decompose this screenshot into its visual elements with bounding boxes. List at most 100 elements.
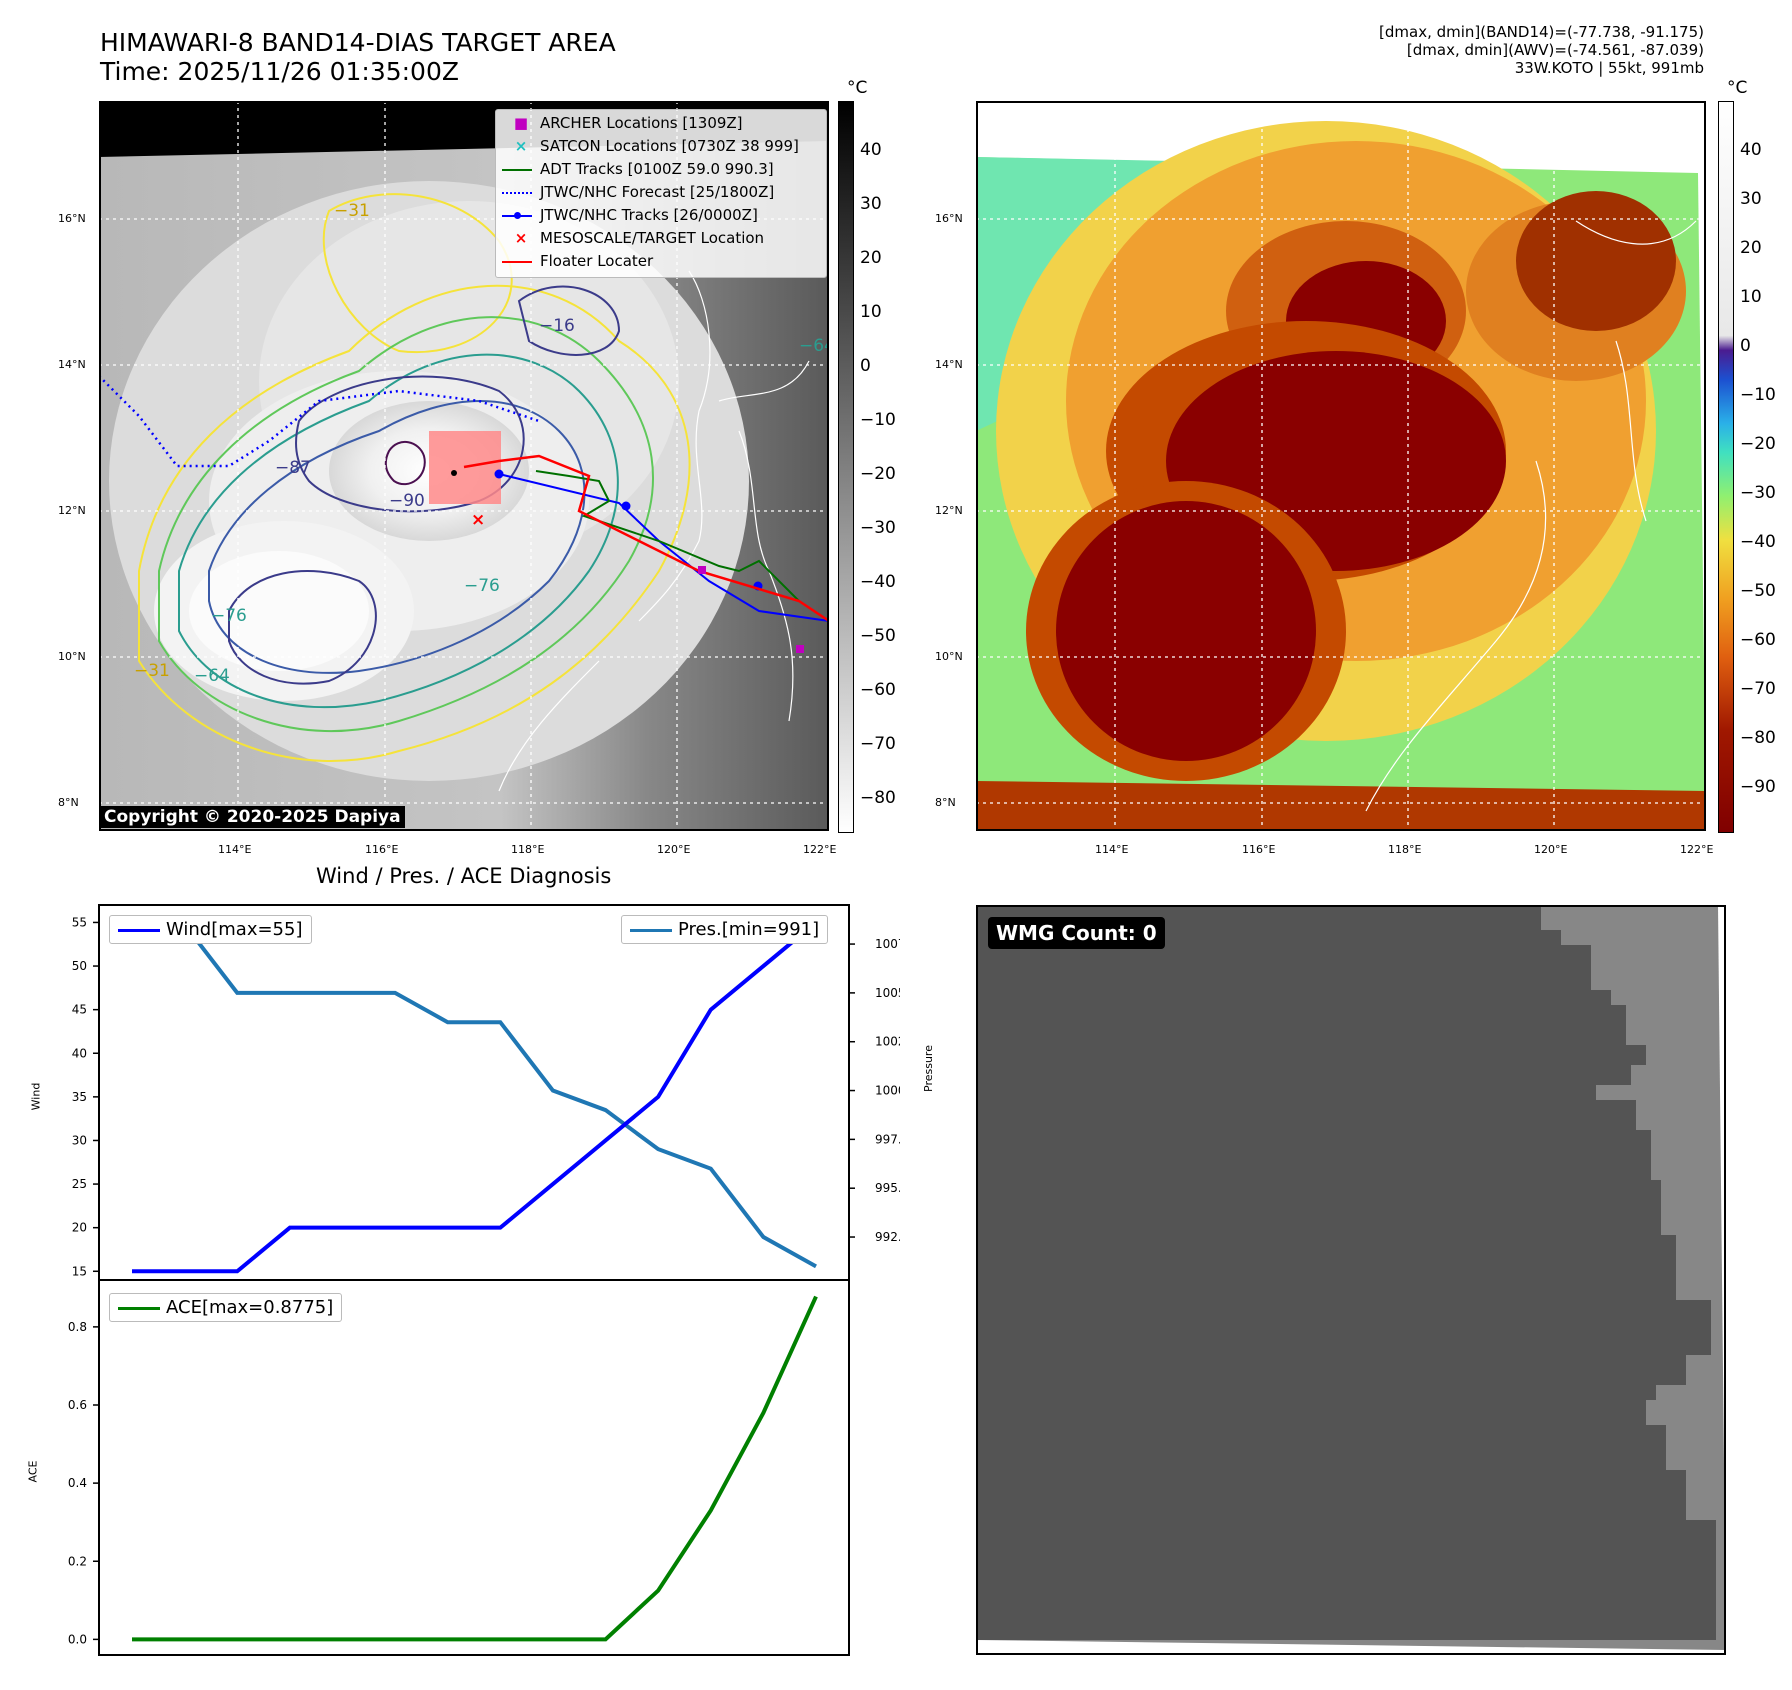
lat-tick: 10°N [935, 650, 963, 663]
jtwc-track [498, 473, 830, 622]
lat-tick: 16°N [935, 212, 963, 225]
lat-tick: 10°N [58, 650, 86, 663]
legend-item-mesoscale: × MESOSCALE/TARGET Location [502, 229, 764, 247]
ace-series-line [132, 1295, 818, 1642]
lat-tick: 12°N [58, 504, 86, 517]
chart-title: HIMAWARI-8 BAND14-DIAS TARGET AREA Time:… [100, 28, 616, 86]
legend-item-satcon: × SATCON Locations [0730Z 38 999] [502, 137, 799, 155]
colorbar-unit: °C [1727, 78, 1748, 98]
legend-item-floater: Floater Locater [502, 252, 653, 270]
contour-label: −87 [275, 458, 311, 478]
lon-tick: 120°E [657, 843, 691, 856]
square-marker-icon: ■ [513, 114, 529, 132]
wind-series-line [132, 920, 818, 1274]
line-marker-icon [630, 928, 672, 932]
wind-tick-label: 20 [72, 1221, 87, 1235]
wind-tick-label: 15 [72, 1264, 87, 1278]
pressure-tick-label: 992.5 [875, 1230, 900, 1244]
wind-tick-label: 45 [72, 1003, 87, 1017]
band14-colorbar [838, 101, 854, 833]
awv-colorbar [1718, 101, 1734, 833]
pressure-tick-label: 1002.5 [875, 1035, 900, 1049]
storm-info: [dmax, dmin](BAND14)=(-77.738, -91.175) … [1104, 23, 1704, 77]
ace-tick-label: 0.2 [68, 1554, 87, 1568]
x-marker-icon: × [514, 229, 528, 247]
lon-tick: 122°E [1680, 843, 1714, 856]
legend-item-archer: ■ ARCHER Locations [1309Z] [502, 114, 743, 132]
band14-map: × −90 −87 −76 −76 −64 −31 −16 −64 −31 ■A… [98, 101, 835, 831]
wind-tick-label: 50 [72, 959, 87, 973]
info-line-1: [dmax, dmin](BAND14)=(-77.738, -91.175) [1379, 23, 1704, 41]
lat-tick: 16°N [58, 212, 86, 225]
awv-map [976, 101, 1706, 831]
pressure-tick-label: 1007.5 [875, 937, 900, 951]
svg-text:×: × [471, 510, 485, 530]
contour-label: −90 [389, 491, 425, 511]
legend-item-jtwc: JTWC/NHC Tracks [26/0000Z] [502, 206, 758, 224]
line-marker-icon [118, 1306, 160, 1310]
contour-label: −76 [464, 576, 500, 596]
pressure-tick-label: 1005.0 [875, 986, 900, 1000]
info-line-3: 33W.KOTO | 55kt, 991mb [1514, 59, 1704, 77]
lat-tick: 12°N [935, 504, 963, 517]
lon-tick: 114°E [1095, 843, 1129, 856]
copyright-label: Copyright © 2020-2025 Dapiya [100, 806, 405, 828]
ace-tick-label: 0.0 [68, 1632, 87, 1646]
ace-tick-label: 0.4 [68, 1476, 87, 1490]
lon-tick: 116°E [1242, 843, 1276, 856]
wmg-imagery [976, 905, 1726, 1655]
ace-tick-label: 0.6 [68, 1398, 87, 1412]
diagnosis-chart: 55 50 45 40 35 30 25 20 15 1007.5 1005.0 1002.5 1000… [68, 904, 900, 1656]
map-legend: ■ ARCHER Locations [1309Z] × SATCON Locati… [495, 109, 827, 278]
band14-map-frame [99, 101, 829, 831]
ace-tick-label: 0.8 [68, 1320, 87, 1334]
line-dot-icon [502, 211, 532, 219]
lon-tick: 116°E [365, 843, 399, 856]
wmg-frame [976, 905, 1726, 1655]
lat-tick: 8°N [58, 796, 79, 809]
title-line-1: HIMAWARI-8 BAND14-DIAS TARGET AREA [100, 28, 616, 57]
dotted-line-icon [502, 191, 532, 194]
info-line-2: [dmax, dmin](AWV)=(-74.561, -87.039) [1406, 41, 1704, 59]
lon-tick: 122°E [803, 843, 837, 856]
adt-track [535, 470, 800, 602]
ace-ylabel: ACE [26, 1460, 40, 1483]
awv-imagery [976, 101, 1706, 831]
lon-tick: 118°E [511, 843, 545, 856]
wind-plot-frame [98, 904, 850, 1281]
contour-label: −76 [211, 606, 247, 626]
contour-label: −64 [799, 336, 829, 356]
title-line-2: Time: 2025/11/26 01:35:00Z [100, 57, 459, 86]
pressure-tick-label: 997.5 [875, 1132, 900, 1146]
legend-item-adt: ADT Tracks [0100Z 59.0 990.3] [502, 160, 774, 178]
wind-tick-label: 40 [72, 1046, 87, 1060]
floater-track [463, 454, 830, 623]
pressure-tick-label: 995.0 [875, 1181, 900, 1195]
wind-tick-label: 55 [72, 915, 87, 929]
contour-label: −16 [539, 316, 575, 336]
lat-tick: 8°N [935, 796, 956, 809]
wmg-panel: WMG Count: 0 [976, 905, 1726, 1655]
lat-tick: 14°N [58, 358, 86, 371]
lon-tick: 118°E [1388, 843, 1422, 856]
pressure-series-line [132, 922, 817, 1269]
legend-item-forecast: JTWC/NHC Forecast [25/1800Z] [502, 183, 774, 201]
wind-ylabel: Wind [29, 1082, 43, 1111]
lat-tick: 14°N [935, 358, 963, 371]
x-marker-icon: × [514, 137, 528, 155]
pressure-ylabel: Pressure [922, 1045, 935, 1092]
pressure-tick-label: 1000.0 [875, 1084, 900, 1098]
colorbar-unit: °C [847, 78, 868, 98]
pressure-legend: Pres.[min=991] [621, 915, 829, 944]
ace-legend: ACE[max=0.8775] [109, 1293, 343, 1322]
awv-map-frame [976, 101, 1706, 831]
contour-label: −64 [194, 666, 230, 686]
line-marker-icon [502, 260, 532, 263]
lon-tick: 114°E [218, 843, 252, 856]
contour-label: −31 [134, 661, 170, 681]
contour-label: −31 [334, 201, 370, 221]
wind-tick-label: 35 [72, 1090, 87, 1104]
line-marker-icon [502, 168, 532, 171]
lon-tick: 120°E [1534, 843, 1568, 856]
wind-tick-label: 30 [72, 1133, 87, 1147]
